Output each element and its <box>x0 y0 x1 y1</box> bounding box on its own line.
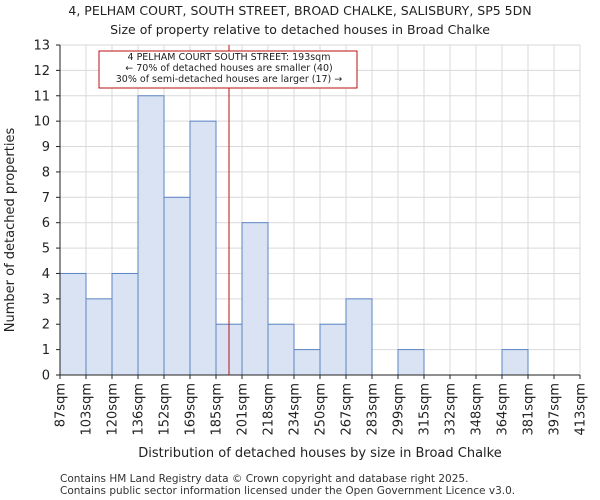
x-tick-label: 87sqm <box>54 383 69 427</box>
bar-234sqm <box>293 349 321 376</box>
bar-103sqm <box>85 298 113 376</box>
x-tick-label: 136sqm <box>132 383 147 436</box>
x-tick-label: 218sqm <box>262 383 277 436</box>
y-axis-label: Number of detached properties <box>3 128 18 333</box>
bar-267sqm <box>345 298 373 376</box>
annotation-box: 4 PELHAM COURT SOUTH STREET: 193sqm ← 70… <box>98 50 358 89</box>
annotation-border <box>98 50 358 89</box>
x-tick-labels: 87sqm 103sqm 120sqm 136sqm 152sqm 169sqm 185sq… <box>54 383 589 436</box>
x-tick-label: 169sqm <box>184 383 199 436</box>
x-tick-label: 234sqm <box>288 383 303 436</box>
chart-title: 4, PELHAM COURT, SOUTH STREET, BROAD CHA… <box>68 3 531 18</box>
footer-line-1: Contains HM Land Registry data © Crown c… <box>60 473 468 485</box>
annotation-line-3: 30% of semi-detached houses are larger (… <box>116 74 343 85</box>
x-tick-label: 315sqm <box>418 383 433 436</box>
bar-250sqm <box>319 323 347 376</box>
footer-line-2: Contains public sector information licen… <box>60 485 515 497</box>
bar-136sqm <box>137 95 165 376</box>
y-tick-label: 5 <box>42 242 50 257</box>
x-tick-label: 185sqm <box>210 383 225 436</box>
x-tick-label: 413sqm <box>574 383 589 436</box>
y-tick-label: 6 <box>42 216 50 231</box>
y-tick-label: 11 <box>33 89 50 104</box>
x-tick-label: 299sqm <box>392 383 407 436</box>
bar-218sqm <box>267 323 295 376</box>
y-tick-label: 9 <box>42 140 50 155</box>
chart-subtitle: Size of property relative to detached ho… <box>110 22 490 37</box>
x-tick-label: 332sqm <box>444 383 459 436</box>
y-tick-label: 8 <box>42 165 50 180</box>
axes <box>56 44 581 379</box>
y-tick-label: 13 <box>33 39 50 54</box>
x-tick-label: 364sqm <box>496 383 511 436</box>
x-tick-label: 283sqm <box>366 383 381 436</box>
x-tick-label: 397sqm <box>548 383 563 436</box>
bar-152sqm <box>163 196 191 376</box>
bar-299sqm <box>397 349 425 376</box>
x-axis-label: Distribution of detached houses by size … <box>138 446 501 461</box>
y-tick-label: 0 <box>42 369 50 384</box>
y-tick-label: 12 <box>33 64 50 79</box>
y-tick-label: 1 <box>42 343 50 358</box>
annotation-line-1: 4 PELHAM COURT SOUTH STREET: 193sqm <box>128 52 331 63</box>
x-tick-label: 201sqm <box>236 383 251 436</box>
y-tick-label: 4 <box>42 267 50 282</box>
x-tick-label: 250sqm <box>314 383 329 436</box>
bars <box>59 95 529 376</box>
bar-201sqm <box>241 222 269 376</box>
x-tick-label: 381sqm <box>522 383 537 436</box>
y-tick-label: 3 <box>42 292 50 307</box>
bar-364sqm <box>501 349 529 376</box>
bar-87sqm <box>59 272 87 376</box>
x-tick-label: 267sqm <box>340 383 355 436</box>
x-tick-label: 120sqm <box>106 383 121 436</box>
y-tick-label: 7 <box>42 191 50 206</box>
bar-169sqm <box>189 120 217 376</box>
y-tick-label: 10 <box>33 115 50 130</box>
bar-120sqm <box>111 272 139 376</box>
x-tick-label: 348sqm <box>470 383 485 436</box>
y-tick-label: 2 <box>42 318 50 333</box>
annotation-line-2: ← 70% of detached houses are smaller (40… <box>125 63 332 74</box>
x-tick-label: 152sqm <box>158 383 173 436</box>
x-tick-label: 103sqm <box>80 383 95 436</box>
